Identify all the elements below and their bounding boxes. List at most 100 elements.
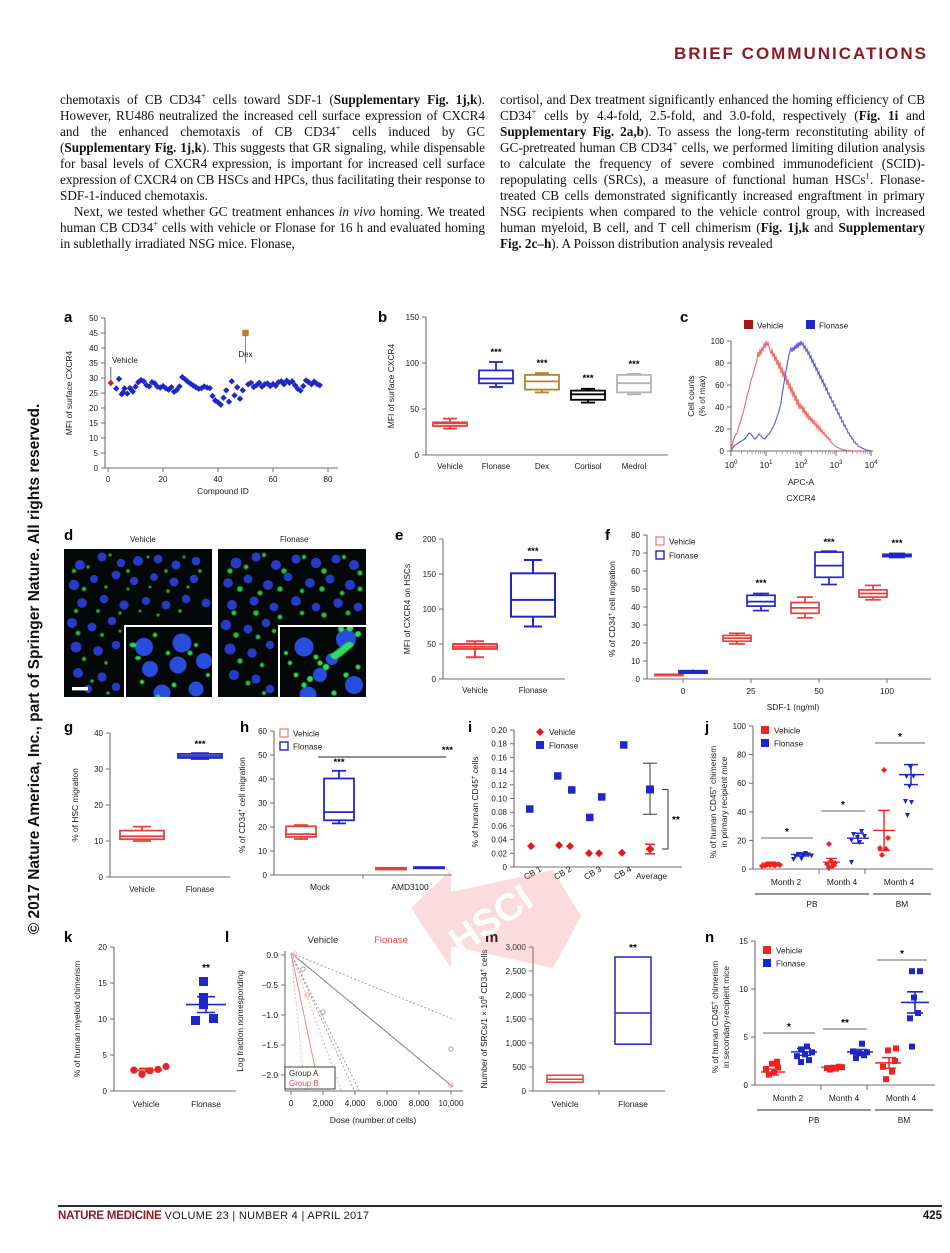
svg-text:***: *** (582, 373, 593, 384)
svg-text:Cortisol: Cortisol (574, 462, 601, 471)
svg-text:0: 0 (720, 447, 725, 456)
panel-g: g 40 30 20 10 0 % of HSC migration Vehicle F… (58, 717, 238, 917)
panel-j-label: j (705, 719, 710, 736)
panel-l: l Vehicle Flonase 0.0 −0.5 −1.0 −1.5 −2.0 L… (223, 927, 473, 1137)
svg-text:Vehicle: Vehicle (132, 1099, 159, 1109)
svg-text:% of human myeloid chimerism: % of human myeloid chimerism (72, 961, 82, 1077)
svg-text:0: 0 (742, 865, 747, 874)
svg-text:50: 50 (814, 686, 824, 696)
panel-l-plot: Vehicle Flonase 0.0 −0.5 −1.0 −1.5 −2.0 Log… (235, 935, 464, 1125)
svg-text:80: 80 (631, 531, 640, 540)
svg-text:0: 0 (432, 675, 437, 684)
footer-page-number: 425 (922, 1210, 942, 1222)
svg-text:MFI of surface CXCR4: MFI of surface CXCR4 (64, 351, 74, 436)
svg-text:−0.5: −0.5 (261, 980, 278, 990)
svg-text:10: 10 (739, 985, 748, 994)
svg-text:1,000: 1,000 (506, 1039, 527, 1048)
panel-d: d Vehicle Flonase (58, 527, 373, 707)
panel-b: b 150 100 50 0 MFI of surface CXCR4 Vehicl… (376, 305, 676, 495)
svg-text:(% of max): (% of max) (697, 376, 707, 417)
svg-text:6,000: 6,000 (377, 1099, 398, 1108)
svg-text:Flonase: Flonase (776, 960, 806, 969)
svg-text:−1.0: −1.0 (261, 1010, 278, 1020)
panel-d-label-vehicle: Vehicle (130, 535, 156, 544)
svg-text:2,000: 2,000 (506, 991, 527, 1000)
svg-text:Vehicle: Vehicle (112, 356, 138, 365)
svg-text:20: 20 (98, 943, 107, 952)
svg-text:0.08: 0.08 (491, 808, 507, 817)
panel-m-plot: 3,000 2,500 2,000 1,500 1,000 500 0 Number o… (479, 943, 665, 1109)
svg-text:Vehicle: Vehicle (551, 1099, 578, 1109)
svg-text:10: 10 (94, 837, 103, 846)
svg-text:***: *** (755, 578, 766, 589)
svg-text:% of human CD45+ cells: % of human CD45+ cells (470, 756, 480, 847)
footer-brand: NATURE MEDICINE (58, 1210, 162, 1222)
svg-text:104: 104 (865, 460, 878, 470)
panel-i-label: i (468, 719, 473, 736)
svg-text:20: 20 (159, 475, 168, 484)
svg-text:50: 50 (89, 314, 98, 323)
panel-h: h Vehicle Flonase 60 50 40 30 20 10 0 (237, 717, 463, 917)
body-column-right: cortisol, and Dex treatment significantl… (500, 92, 925, 252)
svg-text:***: *** (490, 347, 501, 358)
svg-text:70: 70 (631, 549, 640, 558)
svg-text:0: 0 (415, 451, 420, 460)
panel-n-plot: Vehicle Flonase 15 10 5 0 % of human CD45+ … (710, 937, 935, 1125)
svg-text:80: 80 (737, 751, 746, 760)
svg-text:10: 10 (98, 1015, 107, 1024)
svg-text:*: * (898, 732, 902, 743)
svg-text:***: *** (891, 538, 902, 549)
svg-text:15: 15 (89, 419, 98, 428)
svg-text:Month 2: Month 2 (773, 1093, 804, 1103)
svg-text:25: 25 (89, 389, 98, 398)
svg-text:50: 50 (410, 405, 419, 414)
svg-text:Month 4: Month 4 (827, 877, 858, 887)
svg-text:60: 60 (258, 727, 267, 736)
footer-rule (58, 1205, 942, 1207)
svg-text:Flonase: Flonase (186, 885, 215, 894)
panel-m: m 3,000 2,500 2,000 1,500 1,000 500 0 Number… (453, 927, 678, 1137)
svg-text:Compound ID: Compound ID (197, 486, 249, 496)
panel-c-label: c (680, 309, 689, 326)
svg-text:SDF-1 (ng/ml): SDF-1 (ng/ml) (767, 702, 820, 712)
svg-text:*: * (900, 949, 904, 960)
paragraph-1: chemotaxis of CB CD34+ cells toward SDF-… (60, 90, 486, 204)
svg-text:*: * (785, 827, 789, 838)
panel-g-plot: 40 30 20 10 0 % of HSC migration Vehicle Flo… (70, 729, 230, 894)
svg-text:40: 40 (258, 775, 267, 784)
svg-text:Flonase: Flonase (549, 742, 579, 751)
svg-text:% of CD34+ cell migration: % of CD34+ cell migration (607, 561, 617, 657)
panel-d-label-flonase: Flonase (280, 535, 309, 544)
svg-text:**: ** (841, 1018, 849, 1029)
panel-k-plot: 20 15 10 5 0 % of human myeloid chimerism V… (72, 943, 236, 1109)
svg-text:Vehicle: Vehicle (437, 462, 463, 471)
svg-text:−1.5: −1.5 (261, 1040, 278, 1050)
svg-text:Vehicle: Vehicle (757, 322, 784, 331)
svg-text:CB 1: CB 1 (522, 864, 543, 882)
svg-text:% of CD34+ cell migration: % of CD34+ cell migration (237, 757, 247, 853)
svg-text:5: 5 (744, 1033, 749, 1042)
svg-text:**: ** (629, 943, 637, 954)
svg-text:200: 200 (423, 535, 437, 544)
svg-text:Flonase: Flonase (519, 686, 548, 695)
svg-text:Flonase: Flonase (669, 552, 699, 561)
svg-text:0: 0 (263, 871, 268, 880)
svg-text:25: 25 (746, 686, 756, 696)
body-column-left: chemotaxis of CB CD34+ cells toward SDF-… (60, 90, 486, 252)
panel-k-label: k (64, 929, 73, 946)
svg-text:5: 5 (103, 1051, 108, 1060)
svg-text:APC-A: APC-A (788, 477, 815, 487)
svg-text:40: 40 (631, 603, 640, 612)
svg-text:0: 0 (744, 1081, 749, 1090)
svg-text:Flonase: Flonase (293, 743, 323, 752)
svg-text:10: 10 (89, 434, 98, 443)
panel-f-label: f (605, 527, 610, 544)
panel-g-label: g (64, 719, 74, 736)
svg-text:60: 60 (737, 779, 746, 788)
panel-l-label: l (225, 929, 230, 946)
svg-text:Flonase: Flonase (774, 740, 804, 749)
svg-text:500: 500 (512, 1063, 526, 1072)
svg-text:0.02: 0.02 (491, 849, 507, 858)
svg-text:***: *** (536, 358, 547, 369)
